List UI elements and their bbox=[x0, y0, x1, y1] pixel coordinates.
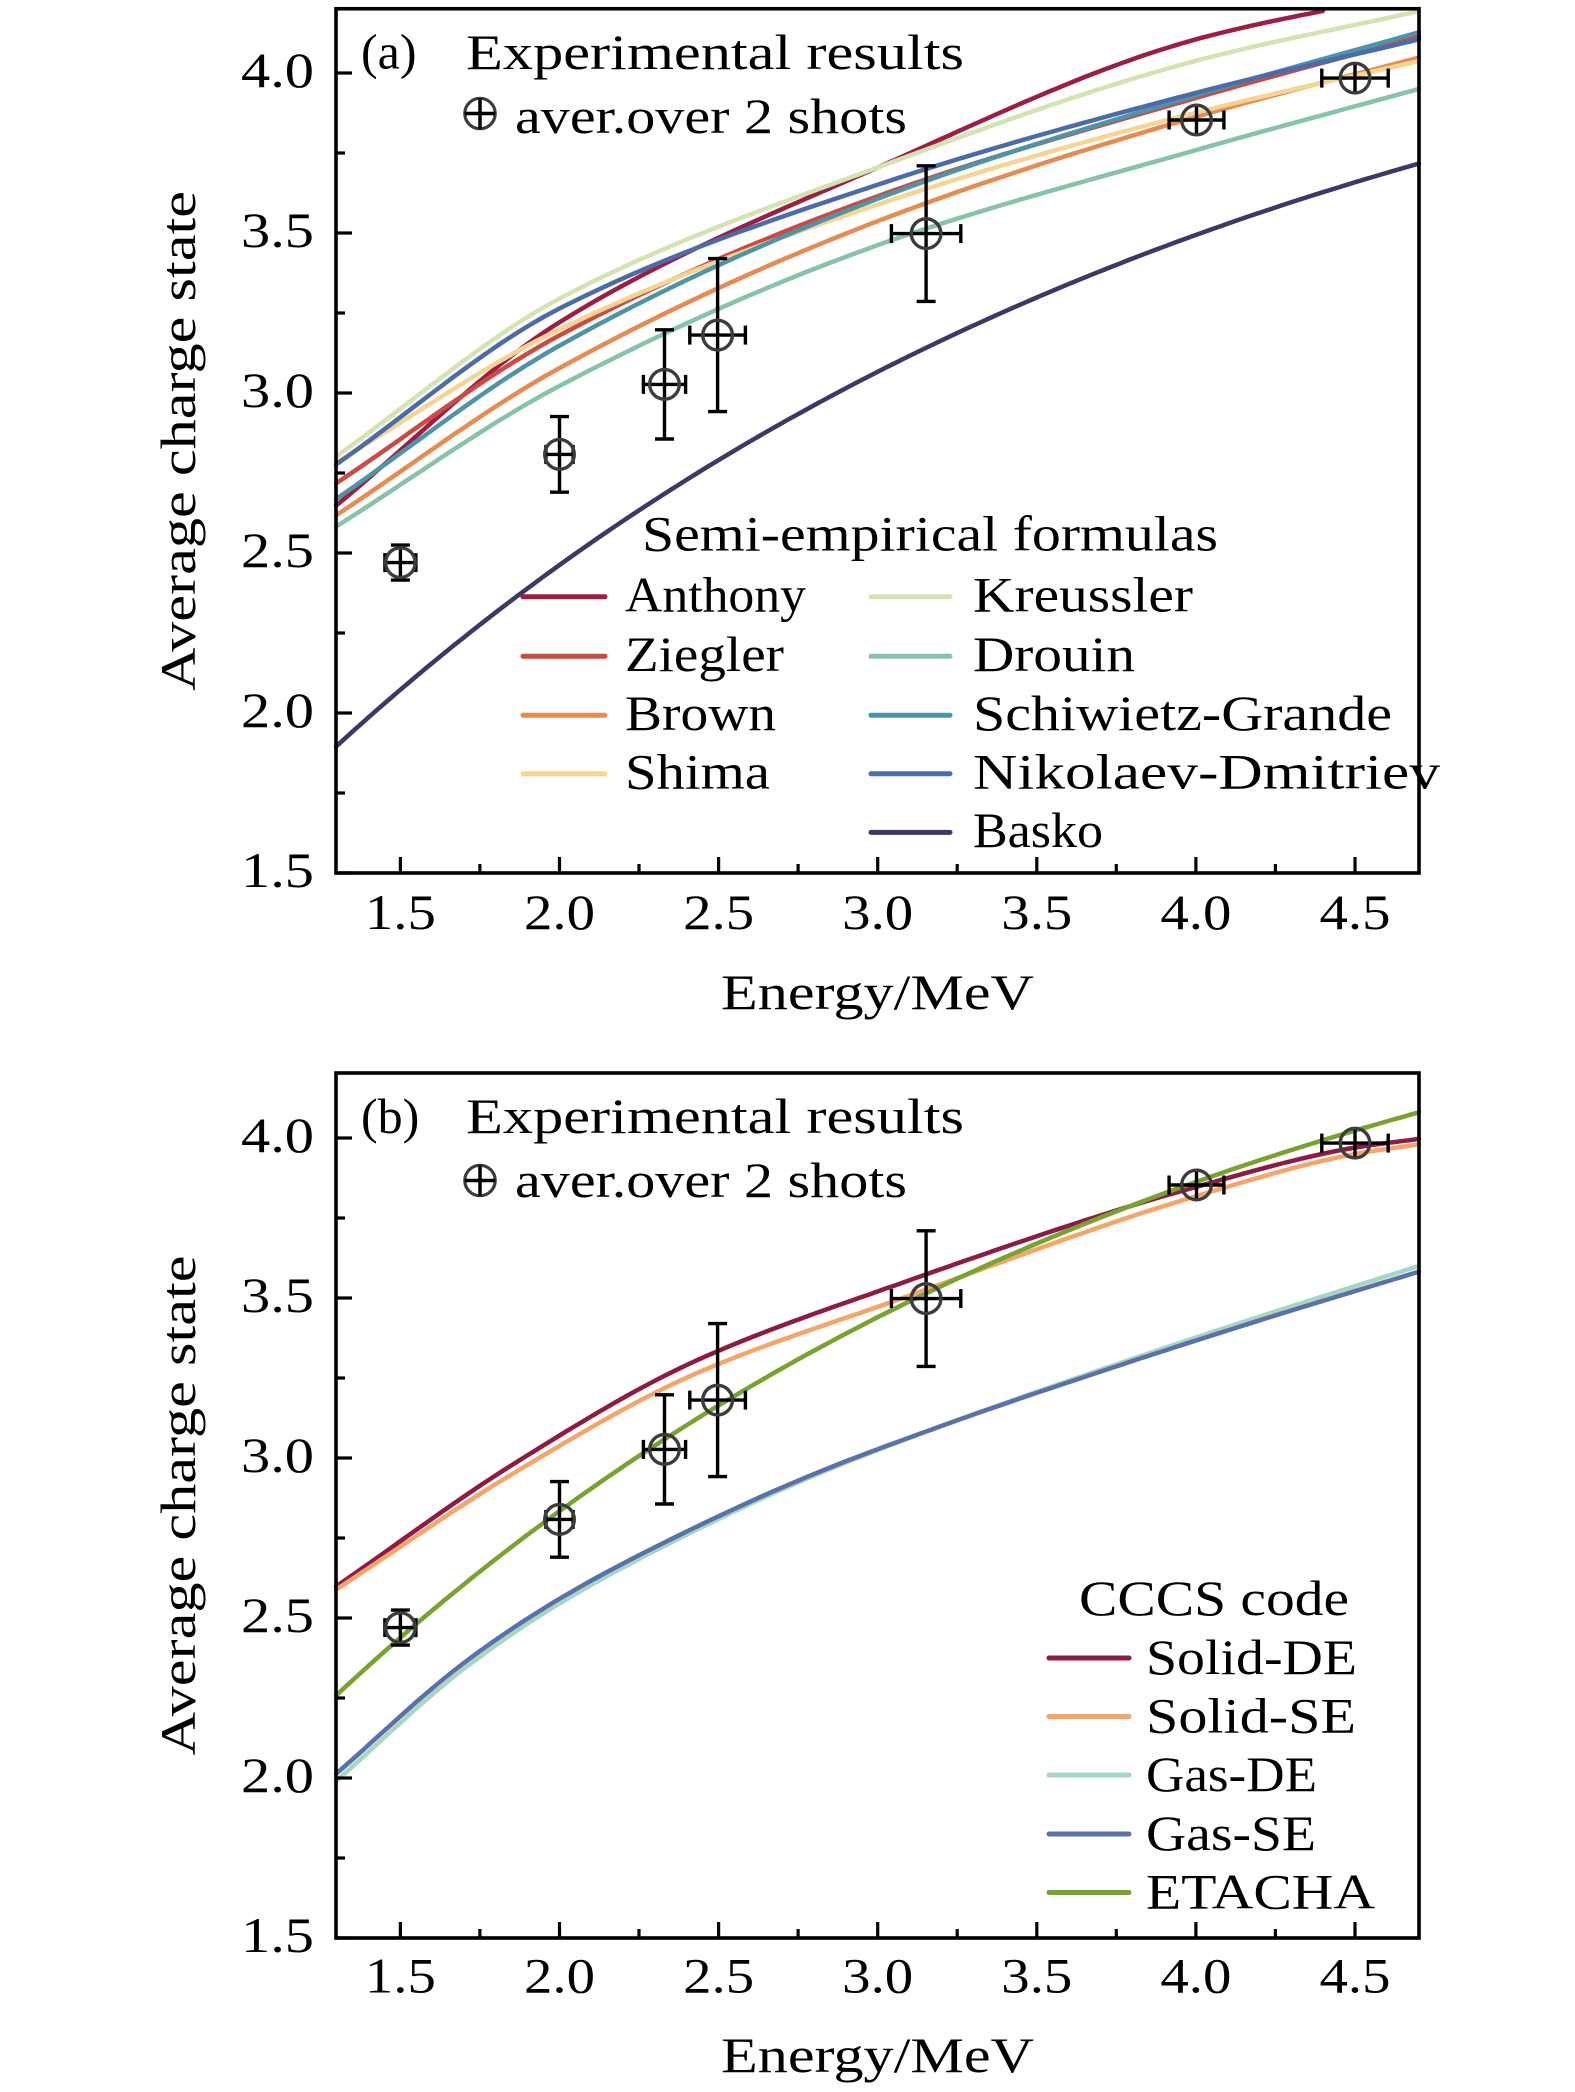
svg-text:aver.over 2 shots: aver.over 2 shots bbox=[515, 1152, 907, 1208]
svg-text:Experimental results: Experimental results bbox=[466, 1088, 964, 1144]
svg-text:3.5: 3.5 bbox=[1001, 884, 1072, 940]
svg-text:2.0: 2.0 bbox=[524, 1948, 595, 2004]
svg-text:4.0: 4.0 bbox=[1160, 884, 1231, 940]
svg-text:2.5: 2.5 bbox=[241, 522, 314, 578]
svg-text:3.0: 3.0 bbox=[842, 1948, 913, 2004]
svg-text:3.0: 3.0 bbox=[241, 362, 314, 418]
svg-text:Average charge state: Average charge state bbox=[150, 1256, 206, 1756]
svg-text:Anthony: Anthony bbox=[625, 567, 806, 623]
svg-text:Solid-DE: Solid-DE bbox=[1146, 1629, 1357, 1685]
svg-text:Energy/MeV: Energy/MeV bbox=[721, 964, 1034, 1020]
svg-text:1.5: 1.5 bbox=[365, 884, 436, 940]
svg-text:3.5: 3.5 bbox=[241, 202, 314, 258]
svg-text:3.5: 3.5 bbox=[241, 1267, 314, 1323]
svg-text:Gas-SE: Gas-SE bbox=[1146, 1805, 1316, 1861]
svg-text:(b): (b) bbox=[361, 1088, 419, 1144]
svg-text:4.0: 4.0 bbox=[241, 42, 314, 98]
svg-text:3.5: 3.5 bbox=[1001, 1948, 1072, 2004]
svg-text:CCCS code: CCCS code bbox=[1079, 1570, 1349, 1626]
svg-text:Solid-SE: Solid-SE bbox=[1146, 1688, 1356, 1744]
svg-text:Schiwietz-Grande: Schiwietz-Grande bbox=[973, 685, 1392, 741]
svg-text:Ziegler: Ziegler bbox=[625, 626, 784, 682]
svg-text:aver.over 2 shots: aver.over 2 shots bbox=[515, 88, 907, 144]
svg-text:1.5: 1.5 bbox=[241, 842, 314, 898]
svg-text:Gas-DE: Gas-DE bbox=[1146, 1746, 1317, 1802]
svg-text:ETACHA: ETACHA bbox=[1146, 1864, 1375, 1920]
svg-text:3.0: 3.0 bbox=[241, 1427, 314, 1483]
svg-text:1.5: 1.5 bbox=[365, 1948, 436, 2004]
svg-text:2.5: 2.5 bbox=[683, 1948, 754, 2004]
svg-text:4.0: 4.0 bbox=[241, 1107, 314, 1163]
svg-text:Brown: Brown bbox=[625, 685, 776, 741]
svg-text:2.5: 2.5 bbox=[683, 884, 754, 940]
svg-text:1.5: 1.5 bbox=[241, 1907, 314, 1963]
svg-text:Nikolaev-Dmitriev: Nikolaev-Dmitriev bbox=[973, 743, 1440, 799]
svg-text:Average charge state: Average charge state bbox=[150, 191, 206, 691]
svg-text:2.5: 2.5 bbox=[241, 1587, 314, 1643]
svg-text:Drouin: Drouin bbox=[973, 626, 1135, 682]
svg-text:Energy/MeV: Energy/MeV bbox=[721, 2027, 1034, 2083]
svg-text:3.0: 3.0 bbox=[842, 884, 913, 940]
svg-text:2.0: 2.0 bbox=[241, 682, 314, 738]
svg-text:4.5: 4.5 bbox=[1320, 1948, 1391, 2004]
svg-text:(a): (a) bbox=[361, 24, 417, 80]
svg-text:Kreussler: Kreussler bbox=[973, 567, 1193, 623]
svg-text:2.0: 2.0 bbox=[241, 1747, 314, 1803]
svg-text:Shima: Shima bbox=[625, 743, 770, 799]
svg-text:4.0: 4.0 bbox=[1160, 1948, 1231, 2004]
svg-text:4.5: 4.5 bbox=[1320, 884, 1391, 940]
svg-text:Semi-empirical formulas: Semi-empirical formulas bbox=[642, 506, 1218, 562]
svg-text:2.0: 2.0 bbox=[524, 884, 595, 940]
svg-text:Experimental results: Experimental results bbox=[466, 24, 964, 80]
svg-text:Basko: Basko bbox=[973, 802, 1103, 858]
